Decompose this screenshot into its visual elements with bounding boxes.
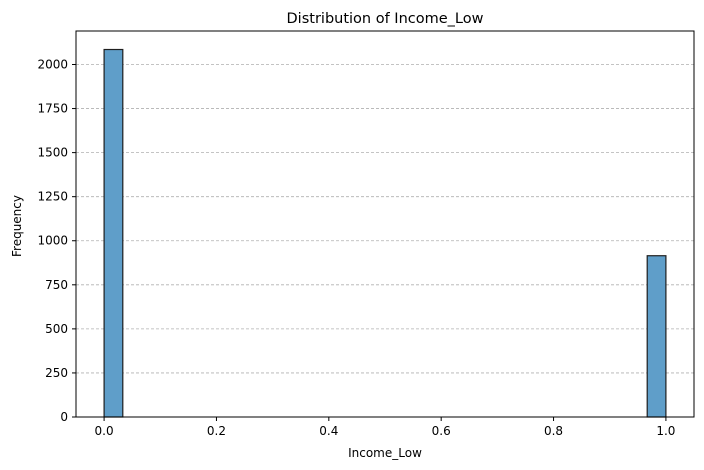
y-axis-label: Frequency bbox=[10, 195, 24, 257]
y-tick-label-8: 2000 bbox=[37, 57, 68, 71]
x-tick-label-3: 0.6 bbox=[432, 424, 451, 438]
y-tick-label-7: 1750 bbox=[37, 102, 68, 116]
plot-frame bbox=[75, 30, 695, 418]
x-tick-label-5: 1.0 bbox=[656, 424, 675, 438]
gridlines bbox=[76, 64, 694, 418]
y-tick-label-5: 1250 bbox=[37, 190, 68, 204]
y-tick-label-4: 1000 bbox=[37, 234, 68, 248]
chart-title: Distribution of Income_Low bbox=[287, 11, 484, 27]
bars bbox=[103, 48, 667, 418]
x-ticks: 0.0 0.2 0.4 0.6 0.8 1.0 bbox=[95, 417, 675, 438]
x-tick-label-4: 0.8 bbox=[544, 424, 563, 438]
x-axis-label: Income_Low bbox=[348, 446, 422, 460]
y-ticks: 0 250 500 750 1000 1250 1500 1750 2000 bbox=[37, 57, 76, 424]
y-tick-label-2: 500 bbox=[45, 322, 68, 336]
y-tick-label-6: 1500 bbox=[37, 146, 68, 160]
x-tick-label-0: 0.0 bbox=[95, 424, 114, 438]
y-tick-label-1: 250 bbox=[45, 366, 68, 380]
y-tick-label-3: 750 bbox=[45, 278, 68, 292]
x-tick-label-2: 0.4 bbox=[319, 424, 338, 438]
bar-0 bbox=[103, 48, 124, 418]
axes bbox=[75, 30, 695, 418]
y-tick-label-0: 0 bbox=[60, 410, 68, 424]
bar-1 bbox=[646, 255, 667, 418]
x-tick-label-1: 0.2 bbox=[207, 424, 226, 438]
